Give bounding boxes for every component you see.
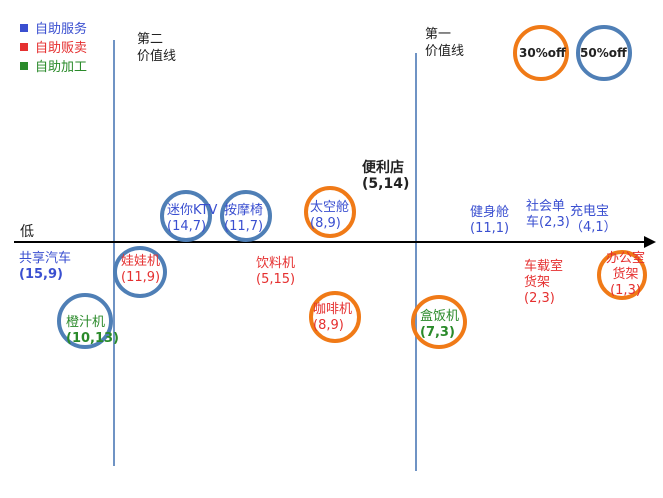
item-massage-chair: 按摩椅 (11,7) <box>224 203 264 234</box>
legend-swatch <box>20 62 28 70</box>
item-circle-office-shelf <box>597 250 647 300</box>
first-value-line <box>415 53 417 471</box>
item-power-bank: 充电宝 （4,1） <box>570 204 617 235</box>
discount-circle-50 <box>576 25 632 81</box>
item-shared-bike: 社会单 车(2,3) <box>526 199 570 230</box>
item-circle-juicer <box>57 293 113 349</box>
legend-item-self-processing: 自助加工 <box>20 60 87 76</box>
item-space-capsule: 太空舱 (8,9) <box>310 200 350 231</box>
discount-30-label: 30%off <box>519 46 566 60</box>
first-value-line-label: 第一 价值线 <box>425 27 465 59</box>
horizontal-axis <box>14 241 646 243</box>
legend-swatch <box>20 24 28 32</box>
item-circle-massage-chair <box>220 190 272 242</box>
second-value-line-label: 第二 价值线 <box>137 32 177 64</box>
item-juicer: 橙汁机 (10,13) <box>66 315 120 346</box>
axis-arrow-icon <box>644 236 656 248</box>
discount-50-label: 50%off <box>580 46 627 60</box>
item-circle-space-capsule <box>304 186 356 238</box>
item-shared-car: 共享汽车 (15,9) <box>19 251 72 282</box>
item-convenience-store: 便利店 (5,14) <box>362 160 410 192</box>
item-drink-machine: 饮料机 (5,15) <box>256 256 296 287</box>
legend-swatch <box>20 43 28 51</box>
legend-item-self-vending: 自助贩卖 <box>20 41 87 57</box>
item-lunchbox-machine: 盒饭机 (7,3) <box>420 309 460 340</box>
item-circle-mini-ktv <box>160 190 212 242</box>
item-mini-ktv: 迷你KTV (14,7) <box>167 203 218 234</box>
legend-item-self-service: 自助服务 <box>20 22 87 38</box>
discount-circle-30 <box>513 25 569 81</box>
second-value-line <box>113 40 115 466</box>
axis-low-label: 低 <box>20 224 34 240</box>
item-circle-lunchbox-machine <box>411 295 467 349</box>
item-circle-claw-machine <box>113 246 167 298</box>
item-circle-coffee-machine <box>309 291 361 343</box>
item-claw-machine: 娃娃机 (11,9) <box>121 254 161 285</box>
item-car-shelf: 车载室 货架 (2,3) <box>524 259 564 306</box>
item-coffee-machine: 咖啡机 (8,9) <box>313 302 353 333</box>
item-fitness-capsule: 健身舱 (11,1) <box>470 205 510 236</box>
item-office-shelf: 办公室 货架 (1,3) <box>606 251 646 298</box>
